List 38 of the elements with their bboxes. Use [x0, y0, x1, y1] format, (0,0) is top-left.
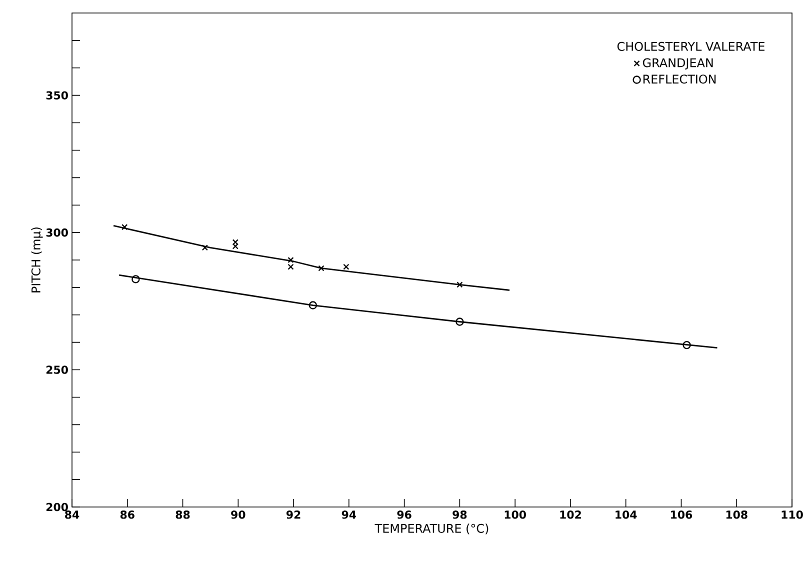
- x-tick-label: 102: [560, 510, 581, 519]
- point: [288, 264, 294, 270]
- x-tick-label: 104: [616, 510, 637, 519]
- point: [318, 265, 324, 272]
- x-tick-label: 88: [176, 510, 190, 519]
- x-tick-label: 96: [397, 510, 412, 519]
- x-tick-label: 94: [342, 510, 356, 519]
- x-tick-label: 100: [504, 510, 526, 519]
- point: [232, 239, 238, 246]
- point: [308, 301, 318, 310]
- point: [122, 224, 128, 230]
- point: [456, 282, 463, 288]
- y-tick-label: 300: [46, 228, 68, 237]
- y-tick-label: 350: [46, 91, 68, 100]
- legend-title: CHOLESTERYL VALERATE: [617, 42, 764, 51]
- point: [232, 243, 238, 250]
- point: [202, 244, 208, 251]
- point: [343, 264, 350, 270]
- x-tick-label: 84: [65, 510, 80, 519]
- legend-label: REFLECTION: [643, 74, 716, 84]
- x-tick-label: 86: [120, 510, 134, 519]
- line-series: [118, 274, 718, 349]
- x-axis-title: TEMPERATURE (°C): [374, 524, 488, 534]
- x-tick-label: 92: [286, 510, 300, 519]
- x-tick-label: 106: [671, 510, 692, 519]
- x-tick-label: 90: [231, 510, 246, 519]
- point: [132, 275, 140, 284]
- y-axis-title: PITCH (mμ): [31, 228, 43, 292]
- point: [456, 318, 464, 326]
- line-series: [112, 224, 510, 291]
- y-tick-label: 200: [46, 502, 68, 512]
- legend-label: GRANDJEAN: [642, 58, 713, 70]
- x-tick-label: 108: [726, 510, 748, 519]
- x-tick-label: 98: [452, 510, 467, 519]
- y-tick-label: 250: [46, 366, 68, 374]
- point: [288, 256, 294, 264]
- point: [682, 340, 691, 350]
- x-tick-label: 110: [782, 510, 803, 519]
